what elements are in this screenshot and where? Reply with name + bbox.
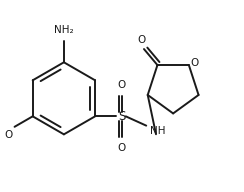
Text: S: S bbox=[118, 110, 125, 123]
Text: O: O bbox=[191, 58, 199, 68]
Text: O: O bbox=[138, 35, 146, 45]
Text: NH₂: NH₂ bbox=[54, 25, 74, 35]
Text: O: O bbox=[118, 80, 126, 90]
Text: O: O bbox=[118, 143, 126, 153]
Text: O: O bbox=[5, 130, 13, 140]
Text: NH: NH bbox=[150, 127, 165, 137]
